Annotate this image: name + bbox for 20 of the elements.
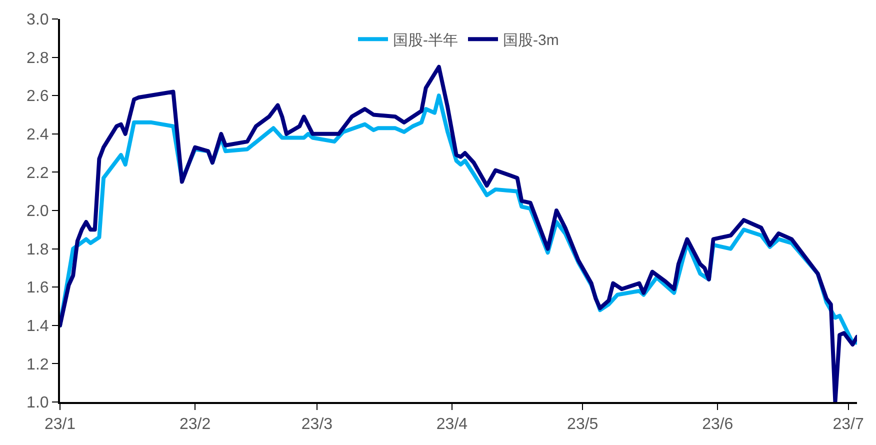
x-tick-label: 23/5 (567, 416, 598, 434)
y-tick-label: 1.0 (26, 394, 49, 412)
y-tick-label: 2.6 (26, 88, 49, 106)
y-tick-label: 2.0 (26, 203, 49, 220)
x-tick-label: 23/3 (301, 416, 333, 434)
y-tick-label: 2.2 (26, 164, 49, 182)
y-tick-label: 1.6 (26, 280, 49, 297)
x-tick-label: 23/6 (702, 416, 734, 434)
x-tick-label: 23/7 (832, 416, 864, 434)
y-tick-label: 2.4 (26, 126, 49, 144)
y-tick-label: 1.8 (26, 241, 49, 258)
x-tick-label: 23/1 (44, 416, 76, 434)
y-tick-label: 2.8 (26, 50, 49, 67)
y-tick-label: 3.0 (26, 12, 49, 29)
legend-label: 国股-半年 (393, 32, 458, 49)
legend-label: 国股-3m (503, 32, 559, 49)
y-tick-label: 1.4 (26, 318, 49, 335)
y-tick-label: 1.2 (26, 356, 49, 374)
x-tick-label: 23/2 (179, 416, 211, 434)
x-tick-label: 23/4 (436, 416, 468, 434)
